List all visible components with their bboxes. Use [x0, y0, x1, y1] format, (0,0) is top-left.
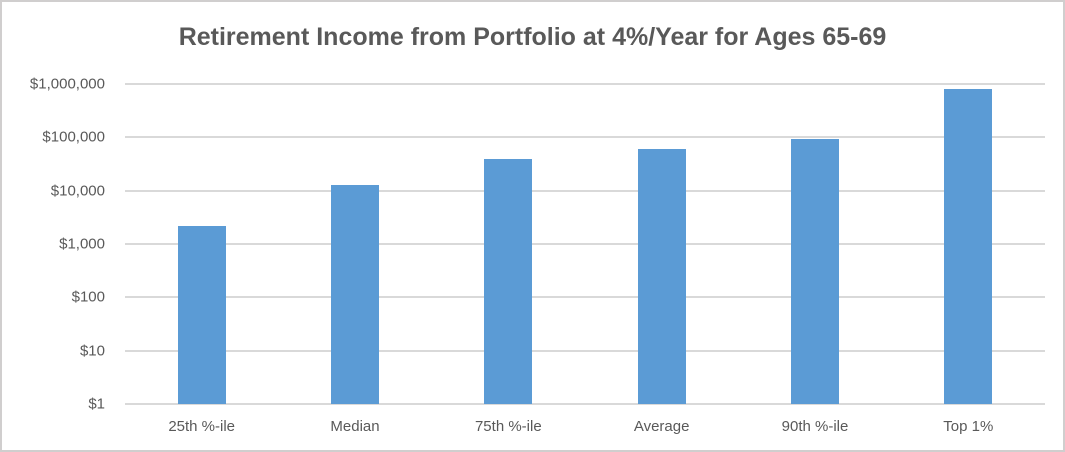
x-category-label-median: Median [330, 418, 380, 435]
y-tick-label-100-000: $100,000 [42, 128, 105, 146]
y-tick-label-1: $1 [88, 395, 105, 413]
gridline-10 [125, 349, 1045, 352]
x-axis: 25th %-ile Median 75th %-ile Average 90th %-… [125, 404, 1045, 448]
x-category-label-top-1: Top 1% [943, 418, 994, 435]
gridline-1 [125, 403, 1045, 405]
y-tick-label-1-000: $1,000 [59, 235, 105, 253]
x-category-label-25th-ile: 25th %-ile [168, 418, 236, 435]
x-category-label-75th-ile: 75th %-ile [474, 418, 542, 435]
y-tick-label-10-000: $10,000 [50, 182, 105, 200]
gridline-100 [125, 296, 1045, 299]
y-tick-label-100: $100 [71, 288, 105, 306]
x-category-label-90th-ile: 90th %-ile [781, 418, 849, 435]
bar-average [637, 149, 686, 404]
gridline-1-000-000 [125, 83, 1045, 85]
gridline-100-000 [125, 136, 1045, 139]
y-axis: $1 $10 $100 $1,000 $10,000 $100,000 $1,000,000 [2, 76, 105, 413]
gridline-1-000 [125, 243, 1045, 245]
bar-top-1 [944, 89, 993, 404]
bar-90th-ile [791, 138, 839, 404]
chart-title: Retirement Income from Portfolio at 4%/Y… [178, 23, 887, 51]
gridline-10-000 [125, 189, 1045, 192]
y-tick-label-10: $10 [79, 342, 105, 360]
x-category-label-average: Average [633, 418, 690, 435]
bar-75th-ile [484, 158, 533, 404]
bar-median [331, 184, 379, 404]
plot-area [125, 83, 1045, 405]
y-tick-label-1-000-000: $1,000,000 [29, 75, 105, 93]
bar-25th-ile [177, 225, 226, 404]
